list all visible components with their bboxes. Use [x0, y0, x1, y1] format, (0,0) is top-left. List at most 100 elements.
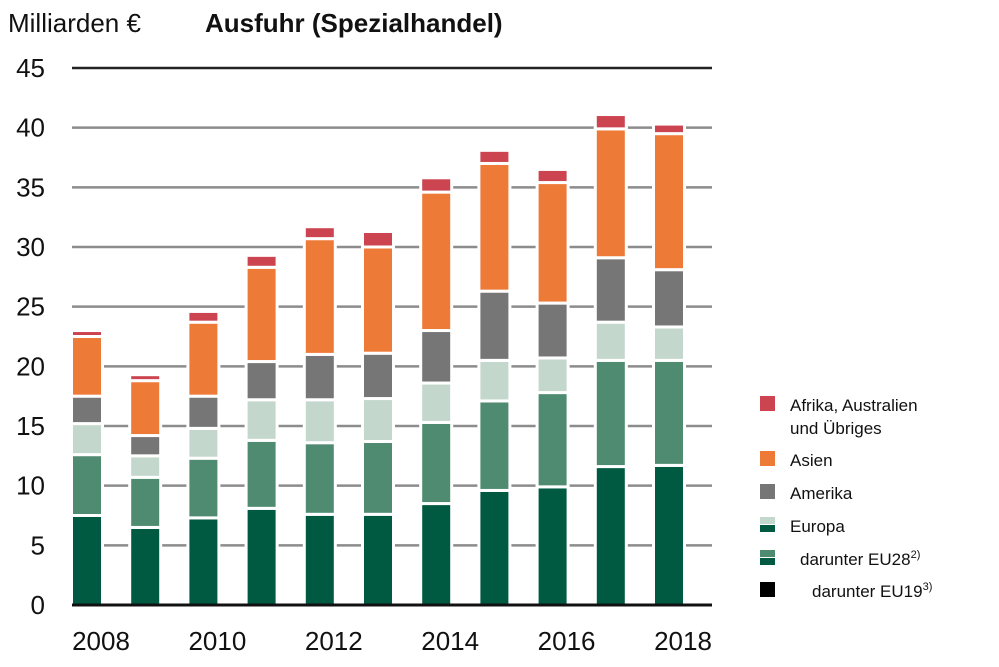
bar-segment: [128, 373, 163, 383]
footnote-marker: 2): [911, 549, 921, 561]
bar-segment: [652, 325, 686, 362]
bar-segment: [535, 181, 570, 305]
bar-segment: [186, 516, 221, 607]
y-tick-label: 30: [16, 232, 45, 262]
bar-segment: [128, 434, 163, 458]
bar-segment: [361, 229, 395, 249]
y-tick-label: 5: [31, 530, 45, 560]
legend-swatch: [760, 525, 775, 532]
legend-swatch: [760, 396, 775, 411]
y-tick-label: 20: [16, 351, 45, 381]
legend-label: und Übriges: [790, 419, 882, 438]
bar-segment: [593, 256, 628, 324]
legend-swatch: [760, 582, 775, 597]
unit-label: Milliarden €: [8, 8, 141, 38]
bar-segment: [244, 506, 279, 607]
bar-segment: [70, 514, 104, 607]
legend-label: Europa: [790, 517, 845, 536]
bar-segment: [652, 358, 686, 467]
bar-segment: [70, 453, 104, 518]
bar-stack-2012: [302, 225, 337, 607]
bar-stack-2010: [186, 309, 221, 607]
bar-segment: [593, 465, 628, 607]
legend-item: Asien: [760, 451, 833, 470]
bar-segment: [652, 122, 686, 136]
y-tick-label: 15: [16, 411, 45, 441]
bar-segment: [593, 127, 628, 260]
bar-stack-2013: [361, 229, 395, 607]
bar-segment: [302, 225, 337, 241]
bar-segment: [70, 394, 104, 426]
y-tick-label: 0: [31, 590, 45, 620]
bar-segment: [186, 309, 221, 324]
bar-segment: [535, 167, 570, 185]
legend-swatch: [760, 558, 775, 565]
x-tick-label: 2008: [72, 626, 130, 656]
bar-segment: [244, 265, 279, 364]
bar-segment: [302, 352, 337, 402]
y-tick-label: 10: [16, 471, 45, 501]
bar-segment: [419, 381, 454, 424]
bar-segment: [186, 320, 221, 398]
bar-segment: [302, 237, 337, 356]
bar-segment: [244, 398, 279, 442]
bar-segment: [128, 475, 163, 529]
legend-item: Europa: [760, 517, 845, 536]
bar-segment: [535, 485, 570, 607]
bar-segment: [361, 512, 395, 607]
legend-item: darunter EU282): [760, 549, 920, 569]
bar-segment: [593, 320, 628, 362]
bar-segment: [128, 454, 163, 479]
bar-segment: [477, 161, 512, 293]
bar-segment: [70, 329, 104, 338]
bar-segment: [593, 113, 628, 131]
bar-segment: [535, 356, 570, 395]
bar-segment: [186, 394, 221, 430]
legend-label: darunter EU193): [812, 581, 932, 601]
legend-label: Asien: [790, 451, 833, 470]
legend-swatch: [760, 484, 775, 499]
bar-segment: [593, 358, 628, 469]
bar-segment: [477, 488, 512, 607]
x-tick-label: 2014: [421, 626, 479, 656]
bar-stack-2014: [419, 176, 454, 607]
legend-item: Amerika: [760, 484, 853, 503]
bar-stack-2016: [535, 167, 570, 607]
bar-segment: [419, 190, 454, 333]
bar-segment: [361, 440, 395, 516]
bar-segment: [535, 301, 570, 360]
bar-segment: [244, 438, 279, 510]
legend-item: darunter EU193): [760, 581, 932, 601]
y-tick-label: 35: [16, 172, 45, 202]
bar-segment: [477, 399, 512, 492]
x-tick-label: 2012: [305, 626, 363, 656]
legend: Afrika, Australien und Übriges Asien Amerik…: [760, 396, 932, 601]
bar-stack-2008: [70, 329, 104, 607]
chart-title: Ausfuhr (Spezialhandel): [205, 8, 503, 38]
bar-segment: [70, 335, 104, 398]
bar-segment: [419, 176, 454, 194]
legend-label: Afrika, Australien: [790, 396, 918, 415]
bar-segment: [652, 132, 686, 272]
legend-swatch: [760, 517, 775, 524]
bar-segment: [302, 398, 337, 445]
x-tick-label: 2016: [538, 626, 596, 656]
bar-stack-2015: [477, 148, 512, 607]
x-tick-label: 2010: [188, 626, 246, 656]
legend-label: darunter EU282): [800, 549, 920, 569]
bar-segment: [477, 148, 512, 165]
bar-segment: [70, 422, 104, 457]
bar-segment: [535, 391, 570, 489]
footnote-marker: 3): [923, 581, 933, 593]
bar-segment: [186, 426, 221, 460]
bar-segment: [302, 512, 337, 607]
bar-segment: [361, 245, 395, 355]
legend-label: Amerika: [790, 484, 853, 503]
bar-segment: [361, 351, 395, 401]
bar-stack-2011: [244, 253, 279, 607]
bar-segment: [244, 253, 279, 269]
bar-segment: [128, 525, 163, 607]
bar-segment: [419, 329, 454, 385]
bar-segment: [477, 289, 512, 362]
bar-stack-2018: [652, 122, 686, 607]
